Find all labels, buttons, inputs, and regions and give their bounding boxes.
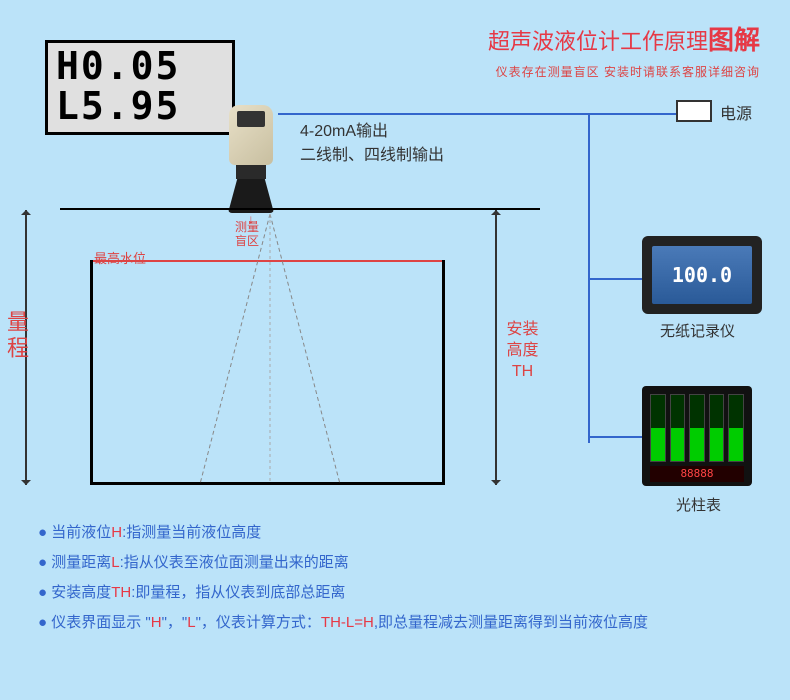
n4-formula: TH-L=H — [321, 614, 374, 631]
install-height-line1: 安装高度 — [506, 321, 538, 359]
title-prefix: 超声波液位计工作原理 — [488, 29, 708, 54]
bar-col — [728, 394, 744, 462]
beam-cone — [190, 214, 350, 484]
lcd-line1: H0.05 — [56, 47, 224, 87]
tank-diagram: ↓ 测量 盲区 最高水位 量程 安装高度 TH — [60, 200, 540, 490]
range-arrow-right — [495, 210, 497, 485]
power-label: 电源 — [720, 100, 752, 124]
n3-red: TH — [111, 584, 131, 601]
install-height-label: 安装高度 TH — [505, 320, 540, 382]
recorder-label: 无纸记录仪 — [660, 320, 735, 341]
n4-h: H — [151, 614, 162, 631]
note-4: 仪表界面显示 "H"，"L"，仪表计算方式：TH-L=H,即总量程减去测量距离得… — [38, 608, 738, 638]
notes-list: 当前液位H:指测量当前液位高度 测量距离L:指从仪表至液位面测量出来的距离 安装… — [38, 518, 738, 638]
header-subtitle: 仪表存在测量盲区 安装时请联系客服详细咨询 — [488, 63, 760, 80]
bar-meter: 88888 — [642, 386, 752, 486]
output-line2: 二线制、四线制输出 — [300, 144, 444, 168]
range-label: 量程 — [0, 310, 32, 362]
output-description: 4-20mA输出 二线制、四线制输出 — [300, 120, 444, 168]
n4-a: 仪表界面显示 " — [51, 614, 151, 631]
bar-col — [670, 394, 686, 462]
title-bold: 图解 — [708, 25, 760, 55]
bar-col — [709, 394, 725, 462]
header: 超声波液位计工作原理图解 仪表存在测量盲区 安装时请联系客服详细咨询 — [488, 20, 760, 80]
n3-pre: 安装高度 — [51, 584, 111, 601]
n4-l: L — [187, 614, 195, 631]
bar-meter-digits: 88888 — [650, 466, 744, 482]
power-box-icon — [676, 100, 712, 122]
install-height-line2: TH — [512, 363, 533, 380]
tank-top-line — [60, 208, 540, 210]
output-line1: 4-20mA输出 — [300, 120, 444, 144]
n4-d: ,即总量程减去测量距离得到当前液位高度 — [374, 614, 648, 631]
sensor-body — [229, 105, 273, 165]
header-title: 超声波液位计工作原理图解 — [488, 20, 760, 57]
wire-to-recorder — [588, 278, 643, 280]
ultrasonic-sensor — [224, 105, 278, 215]
note-1: 当前液位H:指测量当前液位高度 — [38, 518, 738, 548]
n1-pre: 当前液位 — [51, 524, 111, 541]
sensor-neck — [236, 165, 266, 179]
bar-col — [689, 394, 705, 462]
note-3: 安装高度TH:即量程，指从仪表到底部总距离 — [38, 578, 738, 608]
sensor-mini-screen — [237, 111, 265, 127]
lcd-display: H0.05 L5.95 — [45, 40, 235, 135]
wire-main-horizontal — [278, 113, 590, 115]
n2-post: :指从仪表至液位面测量出来的距离 — [120, 554, 349, 571]
recorder-screen: 100.0 — [652, 246, 752, 304]
n3-post: :即量程，指从仪表到底部总距离 — [131, 584, 345, 601]
lcd-line2: L5.95 — [56, 87, 224, 127]
n4-b: "，" — [162, 614, 188, 631]
n2-red: L — [111, 554, 119, 571]
n1-post: :指测量当前液位高度 — [122, 524, 261, 541]
n4-c: "，仪表计算方式： — [196, 614, 321, 631]
n2-pre: 测量距离 — [51, 554, 111, 571]
wire-to-bar-meter — [588, 436, 643, 438]
wire-to-power — [588, 113, 678, 115]
cone-svg — [190, 214, 350, 484]
paperless-recorder: 100.0 — [642, 236, 762, 314]
n1-red: H — [111, 524, 122, 541]
bar-meter-label: 光柱表 — [676, 494, 721, 515]
bar-col — [650, 394, 666, 462]
note-2: 测量距离L:指从仪表至液位面测量出来的距离 — [38, 548, 738, 578]
